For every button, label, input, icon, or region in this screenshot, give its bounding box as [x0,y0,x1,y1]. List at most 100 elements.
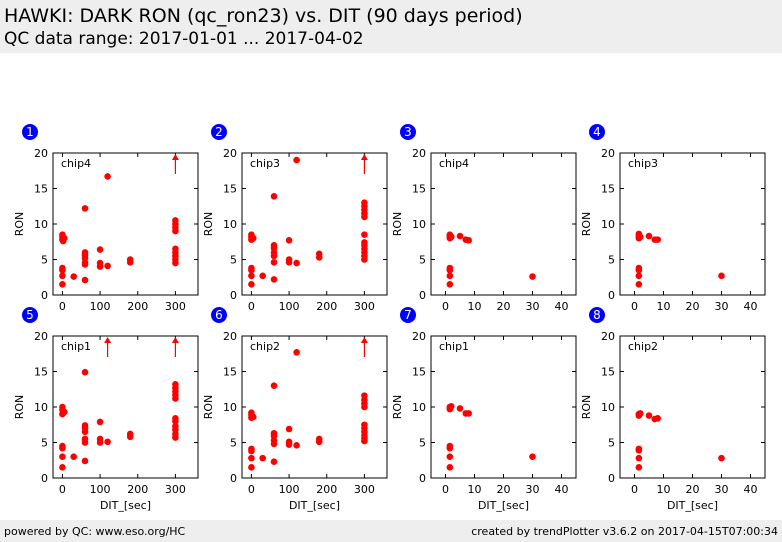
x-tick-label: 20 [497,300,511,313]
y-tick-label: 5 [41,437,48,450]
chip-label: chip2 [250,340,280,353]
data-point [59,281,66,288]
x-tick-label: 10 [657,300,671,313]
data-point [448,402,455,410]
panel-number-badge [22,124,38,140]
outlier-arrow-head [360,337,368,343]
y-tick-label: 15 [34,183,48,196]
data-point [259,272,267,280]
chart-panel-4: 0 5 10 15 20 0 10 20 30 40 RON chip3 4 [580,124,766,313]
outlier-arrow-head [171,337,179,343]
data-point [81,368,89,376]
data-point [446,442,454,450]
x-axis-label: DIT_[sec] [667,499,718,512]
data-point [285,256,293,263]
data-point [654,236,661,243]
data-point [635,445,643,453]
y-tick-label: 15 [412,366,426,379]
chip-label: chip4 [61,157,91,170]
data-point [293,156,300,164]
data-point [465,237,473,244]
x-tick-label: 100 [279,483,300,496]
x-tick-label: 200 [127,483,148,496]
data-point [248,445,255,453]
panel-number: 1 [26,125,34,139]
data-point [456,232,464,240]
data-point [446,464,454,471]
y-tick-label: 0 [41,472,48,485]
data-point [270,382,278,390]
y-tick-label: 20 [223,147,237,160]
data-point [270,458,278,465]
data-point [59,442,66,450]
data-point [270,242,278,249]
panel-number: 3 [404,125,412,139]
y-tick-label: 20 [601,330,615,343]
y-tick-label: 10 [412,218,426,231]
data-point [59,237,67,245]
y-axis-label: RON [391,212,404,237]
data-point [126,430,134,438]
data-point [718,272,725,280]
x-tick-label: 300 [165,300,186,313]
data-point [361,199,368,206]
data-point [104,262,111,270]
y-tick-label: 10 [34,218,48,231]
data-point [248,272,255,280]
y-tick-label: 5 [419,254,426,267]
data-point [96,259,104,267]
y-tick-label: 10 [412,401,426,414]
plot-frame [430,152,577,296]
x-tick-label: 10 [657,483,671,496]
x-tick-label: 0 [248,483,255,496]
y-tick-label: 0 [419,289,426,302]
x-tick-label: 40 [555,300,569,313]
data-point [270,429,278,437]
data-point [96,246,104,253]
data-point [96,418,104,426]
data-point [635,281,643,288]
y-tick-label: 10 [601,218,615,231]
x-tick-label: 0 [59,483,66,496]
y-tick-label: 0 [230,289,237,302]
data-point [654,415,661,422]
data-point [81,205,89,212]
data-point [293,442,300,449]
chip-label: chip1 [61,340,91,353]
data-point [81,422,89,429]
y-tick-label: 20 [34,330,48,343]
x-tick-label: 20 [497,483,511,496]
data-point [293,259,300,267]
data-point [456,405,464,412]
data-point [270,259,278,266]
data-point [70,273,78,280]
y-tick-label: 10 [223,218,237,231]
x-axis-label: DIT_[sec] [100,499,151,512]
x-tick-label: 300 [354,300,375,313]
data-point [645,232,653,240]
data-point [59,272,66,280]
data-point [81,435,89,443]
y-tick-label: 20 [412,147,426,160]
x-tick-label: 0 [631,483,638,496]
data-point [70,453,78,461]
y-tick-label: 5 [41,254,48,267]
data-point [465,410,473,417]
data-point [285,438,293,446]
y-tick-label: 0 [608,289,615,302]
data-point [361,231,368,238]
plot-frame [619,152,766,296]
data-point [104,173,111,180]
y-tick-label: 20 [601,147,615,160]
data-point [59,453,66,461]
y-tick-label: 10 [223,401,237,414]
y-axis-label: RON [13,395,26,420]
page-title: HAWKI: DARK RON (qc_ron23) vs. DIT (90 d… [4,5,523,27]
data-point [718,454,725,462]
y-tick-label: 5 [230,254,237,267]
data-point [248,281,255,288]
data-point [645,412,653,419]
x-tick-label: 200 [127,300,148,313]
outlier-arrow-head [360,154,368,160]
